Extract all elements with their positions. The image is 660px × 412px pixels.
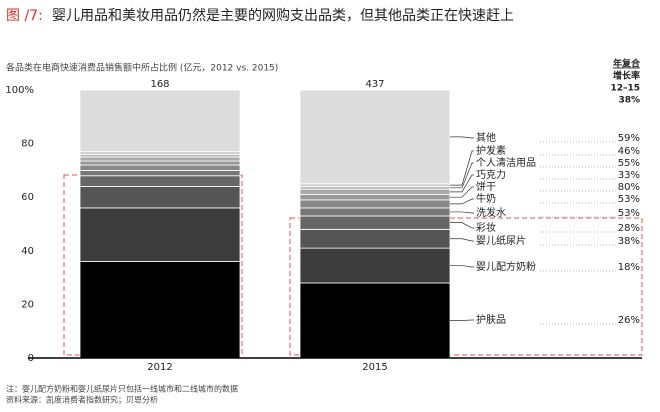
growth-rate: 59% [618,133,640,144]
bar-segment [79,186,241,209]
growth-rate: 46% [618,146,640,157]
segment-label: 个人清洁用品 [476,156,536,169]
figure-label: 图 /7: [6,8,43,24]
bar-segment [79,164,241,171]
leader-line [450,162,474,189]
bar-segment [79,153,241,158]
bar-segment [299,228,451,249]
bar-segment [299,89,451,185]
segment-label: 其他 [476,131,496,144]
leader-line [450,198,474,205]
bar-segment [299,207,451,217]
bar-segment [79,261,241,359]
x-tick-label: 2015 [362,362,387,373]
segment-label: 婴儿纸尿片 [476,234,526,247]
x-tick-label: 2012 [147,362,172,373]
bar-segment [79,156,241,162]
growth-header: 12–15 [610,84,640,94]
bar-segment [79,89,241,153]
leader-line [450,211,474,214]
leader-line [450,186,474,198]
growth-rate: 18% [618,262,640,273]
growth-header: 增长率 [613,70,640,82]
bar-segment [299,247,451,284]
growth-rate: 53% [618,208,640,219]
highlight-box [289,217,643,356]
bar-segment [299,188,451,195]
segment-label: 婴儿配方奶粉 [476,260,536,273]
bar-segment [79,175,241,187]
bar-total: 437 [365,79,384,90]
leader-line [450,238,474,242]
segment-label: 巧克力 [476,168,506,181]
growth-rate: 80% [618,182,640,193]
bar-segment [299,215,451,230]
bar-segment [79,151,241,155]
bar-segment [79,169,241,177]
bar-segment [79,207,241,262]
segment-label: 饼干 [476,180,496,193]
footnote: 资料来源：凯度消费者指数研究；贝恩分析 [6,395,158,405]
bar-segment [79,160,241,166]
leader-line [450,150,474,186]
chart-title: 婴儿用品和美妆用品仍然是主要的网购支出品类，但其他品类正在快速赶上 [52,7,514,24]
growth-total: 38% [618,96,640,106]
segment-label: 彩妆 [476,221,496,234]
bar-total: 168 [150,79,169,90]
segment-label: 牛奶 [476,192,496,205]
segment-label: 护肤品 [476,313,506,326]
bar-segment [299,199,451,209]
bar-segment [299,282,451,359]
segment-label: 洗发水 [476,206,506,219]
growth-rate: 53% [618,194,640,205]
growth-rate: 26% [618,315,640,326]
bar-segment [299,186,451,190]
leader-line [450,174,474,193]
leader-line [450,136,474,139]
subtitle: 各品类在电商快速消费品销售额中所占比例 (亿元，2012 vs. 2015) [6,62,278,74]
leader-line [450,222,474,229]
growth-rate: 28% [618,223,640,234]
growth-rate: 38% [618,236,640,247]
bar-segment [299,183,451,187]
growth-rate: 33% [618,170,640,181]
growth-header: 年复合 [613,58,641,70]
segment-label: 护发素 [476,144,506,157]
growth-rate: 55% [618,158,640,169]
bar-segment [299,194,451,201]
footnote: 注：婴儿配方奶粉和婴儿纸尿片只包括一线城市和二线城市的数据 [6,384,238,394]
leader-line [450,265,474,268]
y-tick-label: 100% [5,85,34,96]
